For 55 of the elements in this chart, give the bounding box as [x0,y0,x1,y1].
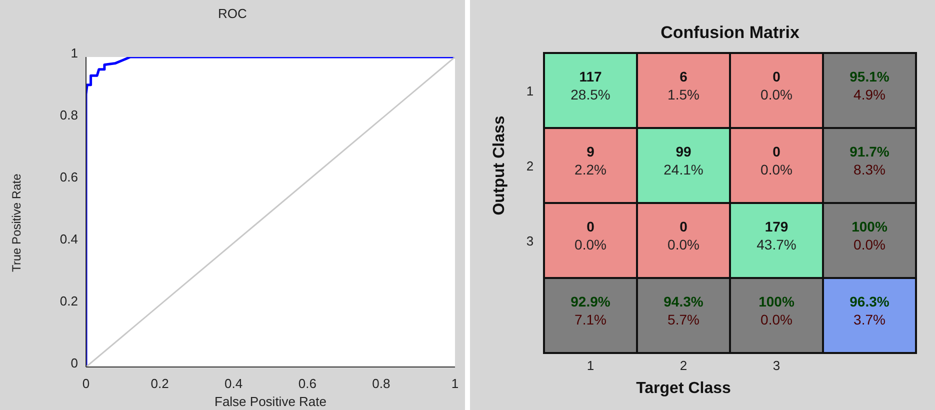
y-axis-title: True Positive Rate [9,173,24,272]
data-label: 0 [680,218,688,234]
y-tick-label: 1 [526,84,534,98]
y-tick-label: 0.2 [60,294,78,309]
y-axis-title: Output Class [491,116,508,216]
data-label: 179 [764,218,788,234]
annotation: 5.7% [668,312,700,328]
data-label: 100% [758,294,795,310]
data-label: 117 [579,68,602,84]
x-axis-title: Target Class [636,380,732,397]
annotation: 0.0% [854,236,886,252]
data-label: 96.3% [850,294,890,310]
data-label: 0 [772,68,781,84]
x-tick-label: 1 [586,358,594,373]
annotation: 7.1% [574,312,606,328]
annotation: 43.7% [756,236,796,252]
data-label: 99 [676,144,692,160]
x-tick-label: 0.2 [150,376,169,392]
data-label: 92.9% [570,294,611,310]
annotation: 24.1% [664,162,704,178]
x-tick-label: 0 [82,376,90,392]
x-axis-title: False Positive Rate [214,394,326,409]
annotation: 3.7% [854,312,886,328]
data-label: 91.7% [850,144,890,160]
data-label: 100% [852,218,888,234]
data-label: 0 [772,144,781,160]
x-tick-label: 0.8 [372,376,390,392]
chart-title: ROC [217,6,248,21]
x-tick-label: 3 [772,358,780,373]
x-tick-label: 0.6 [298,376,316,392]
annotation: 2.2% [574,162,606,178]
chart-title: Confusion Matrix [660,23,800,42]
annotation: 0.0% [668,236,700,252]
data-label: 0 [586,218,595,234]
data-label: 9 [586,144,595,160]
annotation: 8.3% [854,162,886,178]
y-tick-label: 0.8 [60,108,78,123]
y-tick-label: 2 [526,158,534,174]
data-label: 6 [680,68,688,84]
annotation: 0.0% [760,162,792,178]
y-tick-label: 1 [70,46,78,61]
annotation: 1.5% [668,86,700,102]
annotation: 0.0% [574,236,606,252]
x-tick-label: 2 [680,358,688,373]
y-tick-label: 0.4 [60,232,78,247]
x-tick-label: 0.4 [224,376,243,392]
y-tick-label: 0.6 [60,170,78,185]
annotation: 4.9% [854,86,886,102]
y-tick-label: 3 [526,234,534,248]
data-label: 94.3% [664,294,704,310]
x-tick-label: 1 [451,376,459,392]
annotation: 0.0% [760,312,792,328]
data-label: 95.1% [850,68,890,84]
annotation: 0.0% [760,86,792,102]
annotation: 28.5% [570,86,610,102]
